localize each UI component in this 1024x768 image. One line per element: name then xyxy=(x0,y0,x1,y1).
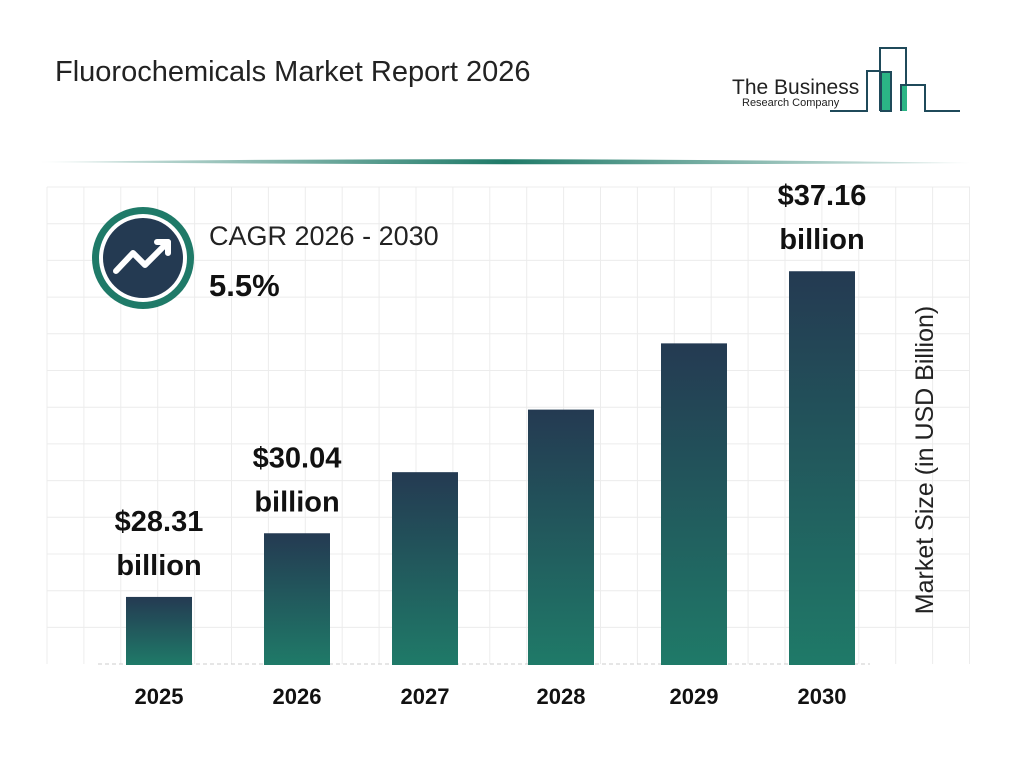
company-logo: The Business Research Company xyxy=(732,47,960,112)
data-label: $28.31 xyxy=(115,506,204,538)
x-tick-label: 2026 xyxy=(273,684,322,709)
x-tick-label: 2025 xyxy=(135,684,184,709)
x-tick-label: 2027 xyxy=(401,684,450,709)
cagr-badge xyxy=(92,207,194,309)
data-label: billion xyxy=(254,486,339,518)
cagr-value: 5.5% xyxy=(209,268,280,303)
page-title: Fluorochemicals Market Report 2026 xyxy=(55,56,531,88)
x-tick-label: 2029 xyxy=(670,684,719,709)
svg-text:The Business: The Business xyxy=(732,76,859,99)
data-label: $30.04 xyxy=(253,442,342,474)
svg-text:Research Company: Research Company xyxy=(742,97,840,109)
x-tick-label: 2028 xyxy=(537,684,586,709)
cagr-label: CAGR 2026 - 2030 xyxy=(209,221,439,251)
bar-2025 xyxy=(126,596,192,665)
data-label: $37.16 xyxy=(778,180,867,212)
data-label: billion xyxy=(116,550,201,582)
y-axis-label: Market Size (in USD Billion) xyxy=(911,306,939,614)
data-label: billion xyxy=(779,224,864,256)
bar-2027 xyxy=(392,472,458,665)
header-divider xyxy=(40,159,970,165)
bar-2029 xyxy=(661,343,727,665)
trending-up-icon xyxy=(113,239,171,274)
bar-2028 xyxy=(528,409,594,665)
x-tick-label: 2030 xyxy=(798,684,847,709)
bar-2026 xyxy=(264,533,330,665)
bar-2030 xyxy=(789,271,855,665)
